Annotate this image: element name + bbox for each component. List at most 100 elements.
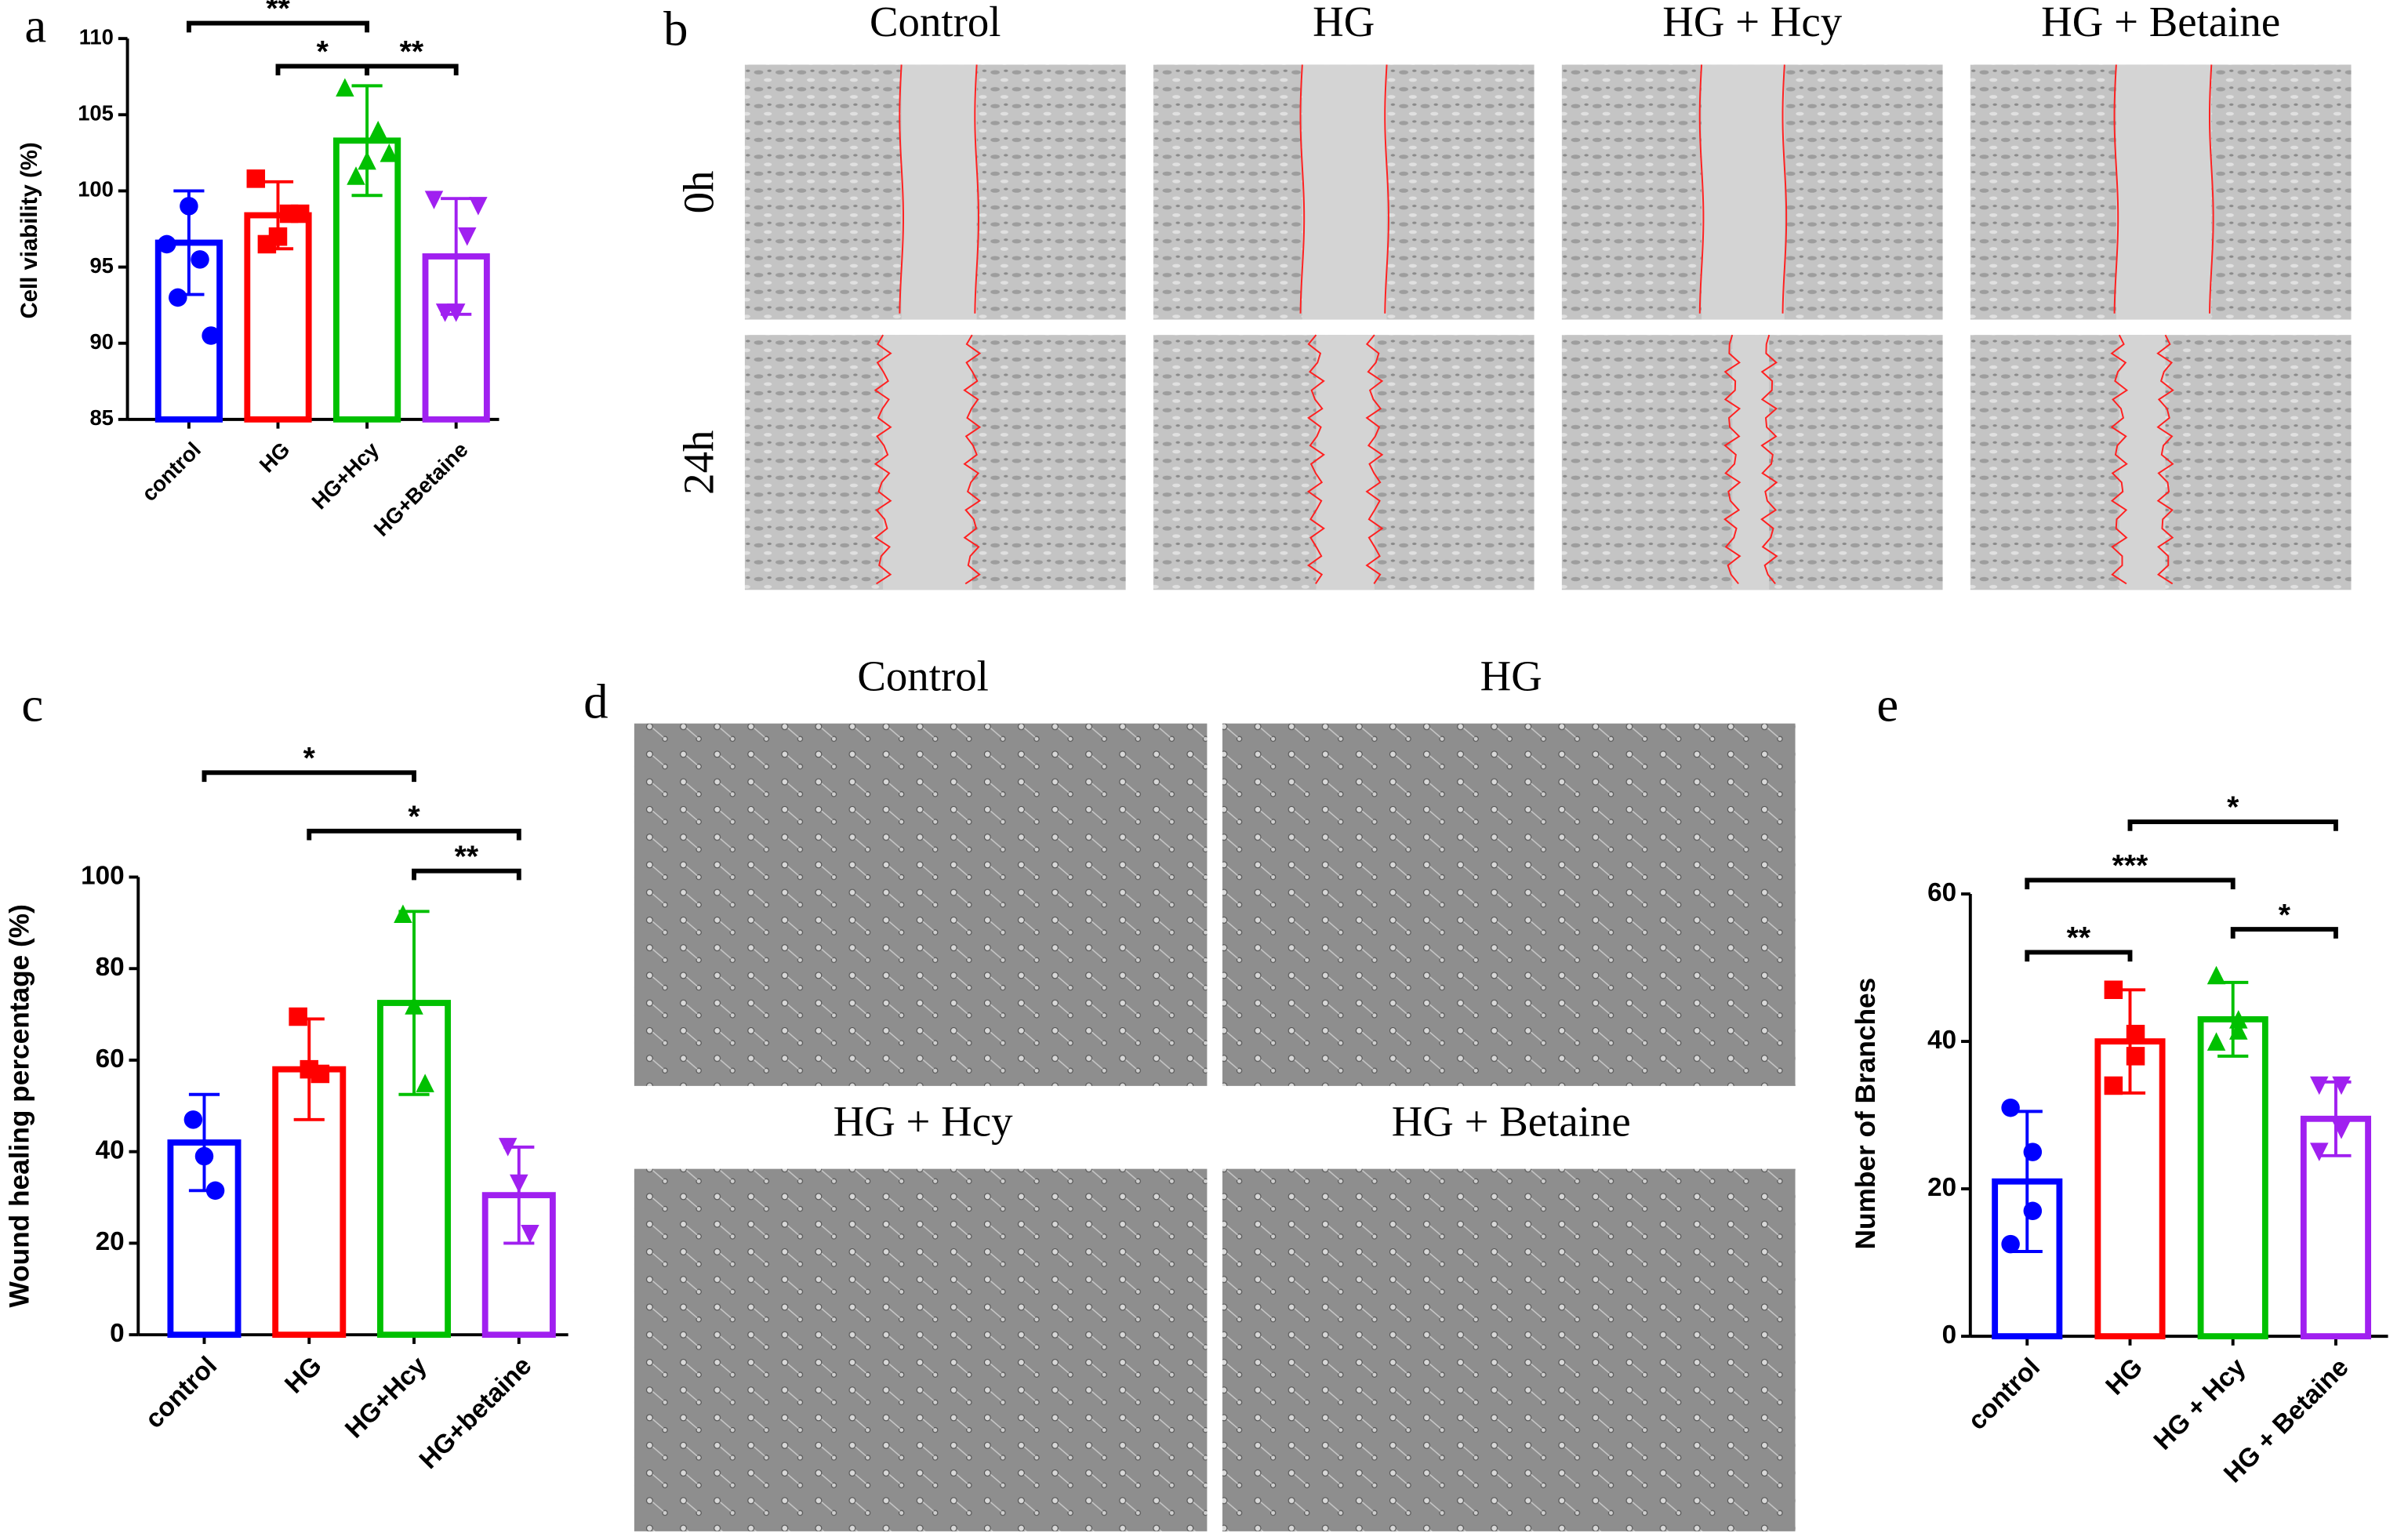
column-label: Control [870,0,1001,45]
scratch-gap [1316,335,1375,590]
significance-label: *** [2112,849,2148,883]
data-point [405,996,423,1015]
data-point [157,234,176,254]
y-tick-label: 95 [89,253,113,278]
y-tick-label: 60 [1927,878,1956,907]
data-point [510,1174,528,1193]
tube-panel: d Control HG HG + Hcy HG + Betaine [583,652,1796,1531]
x-tick-label: HG [279,1351,327,1399]
y-tick-label: 100 [81,861,125,890]
image-label: HG + Hcy [834,1097,1013,1145]
significance-bracket [2230,927,2338,939]
data-point [2206,965,2226,985]
data-point [458,227,477,246]
significance-label: ** [2067,921,2091,955]
scratch-edge [963,334,982,585]
panel-label: e [1876,677,1898,732]
data-point [2023,1142,2043,1161]
significance-bracket [365,64,459,76]
data-point [498,1138,518,1157]
y-axis-label: Number of Branches [1850,978,1881,1250]
y-tick-label: 80 [96,953,125,982]
scratch-gap [1302,64,1387,320]
y-tick-label: 40 [96,1136,125,1165]
x-tick-label: HG+betaine [414,1351,538,1475]
scratch-edge [1760,334,1778,585]
y-tick-label: 90 [89,329,113,354]
image-label: Control [857,652,989,699]
data-point [289,1007,307,1026]
data-point [369,120,387,140]
micrograph [1222,723,1796,1086]
data-point [424,191,444,209]
data-point [347,166,365,185]
significance-label: * [408,800,420,834]
x-tick-label: HG+Hcy [307,437,383,514]
y-tick-label: 100 [78,177,114,202]
micrograph [634,1168,1208,1531]
y-axis-label: Wound healing percentage (%) [5,904,35,1307]
significance-label: * [317,35,329,69]
y-tick-label: 0 [110,1319,125,1348]
data-point [2206,1032,2226,1051]
scratch-gap [883,335,972,590]
scratch-edge [1306,334,1325,584]
x-tick-label: HG [255,438,295,478]
data-point [358,151,376,170]
micrograph [634,723,1208,1086]
significance-bracket [186,20,370,33]
error-bar [351,84,383,198]
micrograph [1222,1168,1796,1531]
y-tick-label: 85 [89,405,113,430]
data-point [416,1073,434,1092]
data-point [380,143,399,162]
x-tick-label: HG [2101,1353,2148,1400]
x-tick-label: control [1963,1353,2046,1436]
x-tick-label: HG+Hcy [340,1351,433,1444]
x-tick-label: HG+Betaine [369,438,472,541]
image-label: HG + Betaine [1392,1097,1631,1145]
scratch-edge [899,64,904,314]
data-point [257,234,277,254]
data-point [202,326,220,345]
data-point [194,1146,214,1166]
scratch-edge [1723,334,1742,585]
row-label: 24h [675,430,723,495]
scratch-panel: b Control HG HG + Hcy HG + Betaine 0h 24h [663,0,2352,590]
significance-label: ** [400,35,424,69]
data-point [2126,1047,2145,1066]
scratch-edge [1781,64,1788,314]
y-tick-label: 0 [1942,1320,1957,1350]
scratch-edge [873,334,892,585]
data-point [169,288,187,307]
data-point [246,169,266,188]
y-axis-label: Cell viability (%) [16,142,42,318]
scratch-edge [1365,334,1384,584]
data-point [2001,1098,2020,1117]
panel-label: b [663,2,688,56]
significance-label: ** [455,840,479,874]
panel-label: a [24,0,46,53]
scratch-edge [1698,64,1705,314]
data-point [2104,1076,2123,1095]
row-label: 0h [675,171,723,214]
significance-label: ** [266,0,290,26]
y-tick-label: 60 [96,1044,125,1073]
y-tick-label: 40 [1927,1026,1956,1055]
data-point [191,250,209,269]
y-tick-label: 110 [79,24,114,49]
scratch-gap [1702,64,1785,320]
y-tick-label: 105 [78,101,114,125]
y-tick-label: 20 [96,1227,125,1256]
significance-bracket [2025,877,2235,890]
x-tick-label: control [140,1351,223,1434]
y-tick-label: 20 [1927,1173,1956,1202]
significance-bracket [2025,950,2133,962]
column-label: HG + Betaine [2041,0,2280,45]
column-label: HG [1313,0,1375,45]
significance-bracket [307,828,521,841]
significance-label: * [303,742,316,776]
data-point [394,904,412,923]
data-point [336,78,354,97]
